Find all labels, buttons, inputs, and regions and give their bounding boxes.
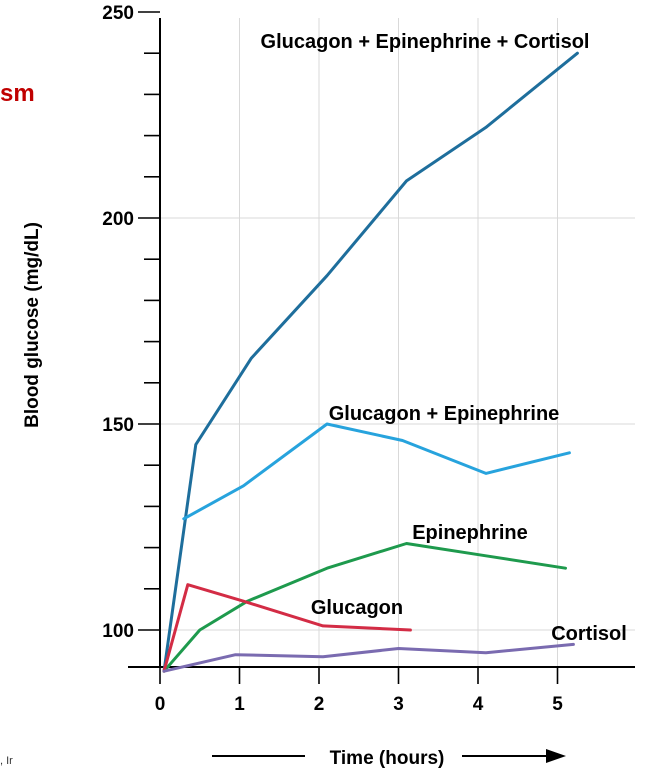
series-label-glucagon-epinephrine: Glucagon + Epinephrine [329,403,560,425]
x-label-arrowhead [546,749,566,763]
x-tick-label-2: 2 [314,694,325,715]
series-label-cortisol: Cortisol [551,623,627,645]
series-line-glucagon-epinephrine [182,422,571,521]
axes: 100 150 200 250 0 1 2 3 4 5 [102,3,635,715]
cropped-credit-fragment: , Ir [0,755,13,767]
y-tick-label-150: 150 [102,415,134,436]
series-label-glucagon-epinephrine-cortisol: Glucagon + Epinephrine + Cortisol [261,31,590,53]
series-labels: Glucagon + Epinephrine + Cortisol Glucago… [261,31,627,645]
data-series [162,51,579,673]
series-label-epinephrine: Epinephrine [412,522,528,544]
x-tick-label-4: 4 [473,694,484,715]
y-axis-label: Blood glucose (mg/dL) [22,222,43,428]
x-tick-label-1: 1 [234,694,245,715]
series-line-cortisol [162,642,575,673]
y-tick-label-100: 100 [102,621,134,642]
y-tick-label-200: 200 [102,209,134,230]
x-tick-label-0: 0 [155,694,166,715]
series-line-glucagon [162,583,412,673]
x-tick-label-3: 3 [393,694,404,715]
y-tick-label-250: 250 [102,3,134,24]
x-axis-label-arrows [212,749,566,763]
grid-lines [160,18,635,667]
series-line-glucagon-epinephrine-cortisol [162,51,579,673]
x-axis-label: Time (hours) [330,748,445,769]
series-label-glucagon: Glucagon [311,597,403,619]
x-tick-label-5: 5 [552,694,563,715]
series-line-epinephrine [162,542,567,673]
cropped-red-title-fragment: sm [0,80,35,107]
